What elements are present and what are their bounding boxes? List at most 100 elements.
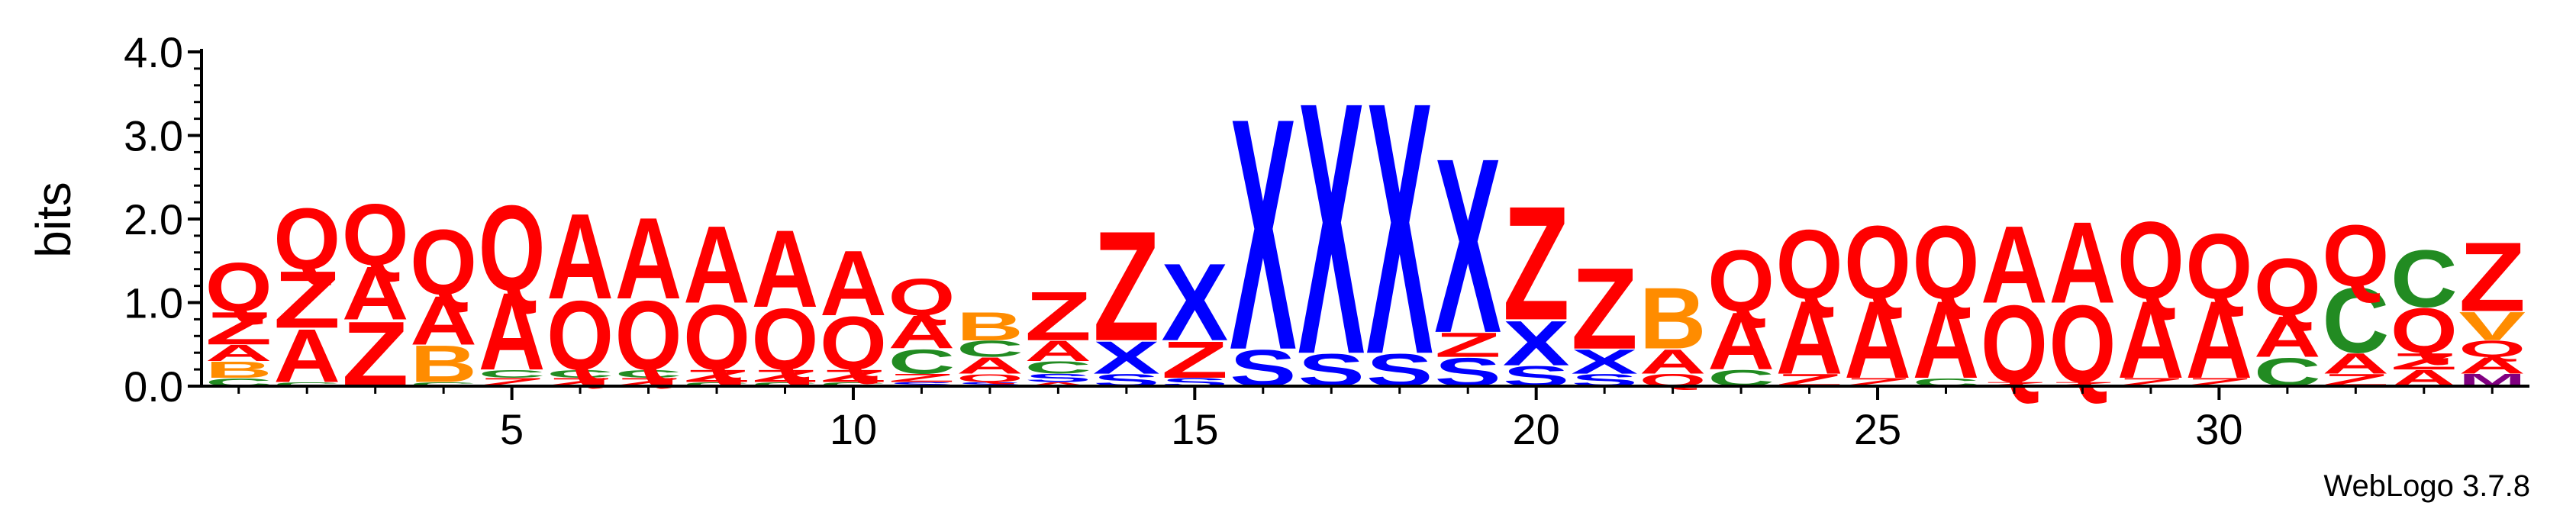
logo-letter-A-pos-5: A [479, 270, 546, 393]
logo-letter-A-pos-25: A [1844, 279, 1911, 401]
logo-letter-C-pos-2: C [273, 381, 340, 387]
logo-letter-A-pos-10: A [820, 231, 887, 335]
x-tick-label: 30 [2195, 405, 2242, 453]
logo-letter-Z-pos-13: Z [1025, 278, 1092, 356]
logo-letter-Q-pos-4: Q [410, 211, 477, 314]
logo-letter-Z-pos-1: Z [205, 303, 272, 355]
logo-letter-Z-pos-10: Z [820, 366, 887, 386]
logo-letter-A-pos-11: A [888, 307, 956, 359]
logo-letter-A-pos-29: A [2117, 279, 2184, 401]
logo-letter-Z-pos-2: Z [273, 254, 340, 345]
logo-letter-Z-pos-8: Z [683, 366, 750, 386]
logo-letter-Q-pos-1: Q [205, 248, 272, 326]
logo-letter-X-pos-20: X [1503, 308, 1570, 379]
y-tick-layer: 0.0 1.0 2.0 3.0 4.0 [124, 28, 202, 411]
logo-letter-Z-pos-19: Z [1434, 326, 1501, 365]
logo-letter-A-pos-32: A [2322, 348, 2389, 380]
logo-letter-Q-pos-9: Q [752, 291, 819, 388]
logo-letter-A-pos-8: A [683, 204, 750, 327]
logo-letter-A-pos-26: A [1913, 279, 1980, 401]
logo-letter-S-pos-12: S [956, 381, 1024, 387]
y-tick-label: 3.0 [124, 112, 183, 160]
logo-letter-B-pos-1: B [205, 357, 272, 383]
logo-letter-C-pos-11: C [888, 343, 956, 382]
logo-letter-A-pos-28: A [2049, 198, 2117, 327]
logo-letter-A-pos-12: A [956, 353, 1024, 379]
logo-letter-A-pos-4: A [410, 282, 477, 359]
logo-letter-C-pos-6: C [546, 368, 614, 381]
y-axis-label: bits [26, 182, 81, 258]
logo-letter-A-pos-9: A [752, 208, 819, 330]
logo-letter-Q-pos-30: Q [2186, 214, 2253, 318]
logo-letter-Z-pos-15: Z [1161, 330, 1228, 389]
logo-letter-X-pos-21: X [1571, 342, 1638, 381]
logo-letter-Z-pos-11: Z [888, 372, 956, 385]
logo-letter-B-pos-22: B [1639, 269, 1707, 367]
logo-letter-Q-pos-11: Q [888, 268, 956, 326]
logo-letter-A-pos-27: A [1981, 204, 2048, 327]
logo-letter-Q-pos-10: Q [820, 302, 887, 386]
x-tick-label: 20 [1513, 405, 1560, 453]
logo-letter-B-pos-12: B [956, 304, 1024, 350]
logo-letter-A-pos-7: A [615, 194, 682, 324]
glyph-layer: CBAZQCAZQZAQCBAQZCAQZCQAZCQACZQACZQACZQA… [205, 28, 2526, 430]
logo-letter-C-pos-7: C [615, 368, 682, 381]
y-tick-label: 4.0 [124, 28, 183, 76]
x-tick-label: 25 [1854, 405, 1901, 453]
footer-credit: WebLogo 3.7.8 [2323, 469, 2530, 503]
logo-letter-X-pos-14: X [1093, 331, 1160, 383]
logo-letter-V-pos-34: V [2458, 304, 2526, 349]
logo-letter-Z-pos-33: Z [2391, 349, 2458, 375]
logo-letter-Q-pos-33: Q [2391, 295, 2458, 367]
logo-letter-B-pos-4: B [410, 335, 477, 393]
logo-letter-A-pos-23: A [1707, 297, 1775, 387]
logo-letter-Z-pos-34: Z [2458, 221, 2526, 332]
logo-letter-C-pos-13: C [1025, 358, 1092, 378]
logo-letter-Q-pos-26: Q [1913, 205, 1980, 321]
logo-letter-C-pos-5: C [479, 368, 546, 381]
logo-letter-Q-pos-34: Q [2458, 336, 2526, 362]
logo-letter-A-pos-13: A [1025, 381, 1092, 387]
y-tick-label: 1.0 [124, 279, 183, 327]
logo-letter-A-pos-2: A [273, 314, 340, 398]
logo-letter-Z-pos-14: Z [1093, 198, 1160, 373]
x-tick-label: 10 [830, 405, 877, 453]
logo-letter-Q-pos-8: Q [683, 285, 750, 389]
logo-letter-C-pos-4: C [410, 381, 477, 387]
logo-letter-C-pos-8: C [683, 381, 750, 387]
logo-letter-X-pos-19: X [1434, 105, 1501, 385]
x-tick-label: 5 [500, 405, 524, 453]
logo-letter-Q-pos-5: Q [479, 181, 546, 317]
logo-letter-X-pos-17: X [1298, 28, 1365, 430]
logo-letter-Q-pos-3: Q [342, 187, 409, 285]
logo-letter-C-pos-33: C [2391, 234, 2458, 324]
logo-letter-A-pos-1: A [205, 340, 272, 366]
logo-letter-X-pos-15: X [1161, 241, 1228, 364]
logo-letter-Q-pos-12: Q [956, 372, 1024, 385]
logo-letter-Z-pos-28: Z [2049, 381, 2117, 388]
logo-letter-C-pos-10: C [820, 381, 887, 387]
logo-letter-Q-pos-23: Q [1707, 233, 1775, 330]
logo-letter-Z-pos-20: Z [1503, 173, 1570, 354]
logo-letter-A-pos-24: A [1776, 280, 1843, 396]
y-tick-label: 0.0 [124, 362, 183, 411]
logo-letter-Z-pos-21: Z [1571, 244, 1638, 374]
logo-letter-S-pos-11: S [888, 381, 956, 387]
logo-letter-C-pos-9: C [752, 381, 819, 387]
logo-letter-Q-pos-32: Q [2322, 208, 2389, 305]
logo-letter-S-pos-13: S [1025, 372, 1092, 385]
logo-letter-A-pos-30: A [2186, 279, 2253, 401]
logo-letter-Q-pos-29: Q [2117, 200, 2184, 323]
x-tick-label: 15 [1171, 405, 1218, 453]
logo-letter-Q-pos-6: Q [546, 280, 614, 391]
logo-letter-Q-pos-25: Q [1844, 205, 1911, 321]
logo-letter-A-pos-22: A [1639, 343, 1707, 382]
logo-letter-X-pos-16: X [1230, 49, 1297, 418]
logo-letter-A-pos-34: A [2458, 353, 2526, 379]
logo-letter-A-pos-31: A [2254, 304, 2321, 369]
logo-letter-Z-pos-9: Z [752, 366, 819, 386]
logo-letter-A-pos-13: A [1025, 335, 1092, 367]
logo-letter-C-pos-12: C [956, 336, 1024, 362]
y-tick-label: 2.0 [124, 195, 183, 243]
logo-letter-Q-pos-31: Q [2254, 243, 2321, 333]
